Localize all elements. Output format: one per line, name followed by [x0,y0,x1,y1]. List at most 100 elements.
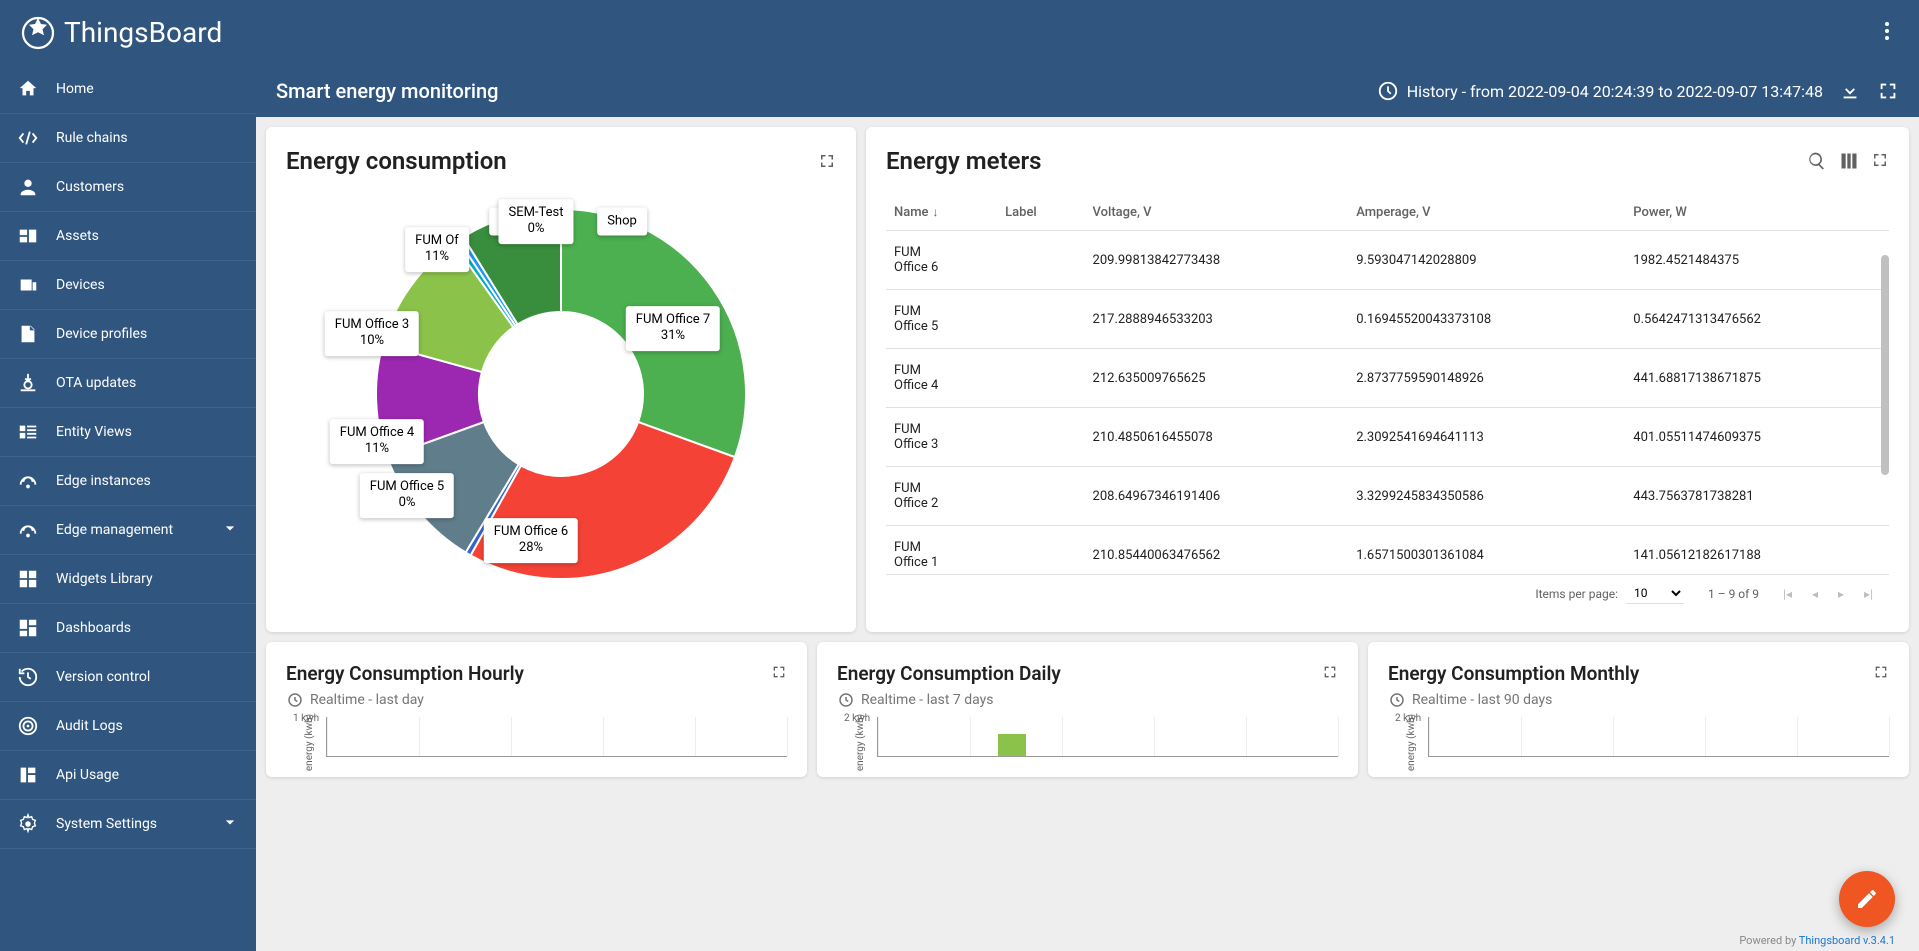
edge-mgmt-icon [16,518,40,542]
sidebar-item-label: Edge management [56,522,173,538]
sidebar-item-assets[interactable]: Assets [0,212,256,261]
edge-icon [16,469,40,493]
time-range-selector[interactable]: History - from 2022-09-04 20:24:39 to 20… [1377,80,1823,102]
sidebar-item-label: Widgets Library [56,571,153,587]
scrollbar-thumb[interactable] [1881,255,1889,475]
column-header[interactable]: Name↓ [886,195,997,231]
sidebar-item-devices[interactable]: Devices [0,261,256,310]
devices-icon [16,273,40,297]
y-axis-label: energy (kwh) [1406,713,1417,770]
page-size-select[interactable]: 10 [1626,583,1684,604]
sidebar-item-ota-updates[interactable]: OTA updates [0,359,256,408]
column-header[interactable]: Label [997,195,1084,231]
cell-power: 1982.4521484375 [1625,231,1889,290]
cell-name: FUMOffice 4 [886,349,997,408]
sidebar-item-edge-management[interactable]: Edge management [0,506,256,555]
fullscreen-icon[interactable] [818,152,836,170]
more-menu-icon[interactable] [1875,19,1899,47]
api-icon [16,763,40,787]
edit-fab[interactable] [1839,871,1895,927]
y-axis-label: energy (kwh) [304,713,315,770]
bar-chart: 1 kwhenergy (kwh) [326,717,787,757]
fullscreen-icon[interactable] [1322,664,1338,680]
sidebar-item-label: Customers [56,179,124,195]
widget-title: Energy Consumption Hourly [286,662,524,685]
customers-icon [16,175,40,199]
fullscreen-icon[interactable] [771,664,787,680]
sidebar-item-api-usage[interactable]: Api Usage [0,751,256,800]
bar-chart: 2 kwhenergy (kwh) [1428,717,1889,757]
chevron-down-icon [220,812,240,836]
sidebar-item-rule-chains[interactable]: Rule chains [0,114,256,163]
fullscreen-icon[interactable] [1871,151,1889,169]
sidebar-item-entity-views[interactable]: Entity Views [0,408,256,457]
column-header[interactable]: Voltage, V [1085,195,1349,231]
gridline [419,717,420,756]
sidebar-item-label: Audit Logs [56,718,123,734]
cell-amperage: 2.3092541694641113 [1348,408,1625,467]
gridline [1705,717,1706,756]
main: Smart energy monitoring History - from 2… [256,65,1919,951]
last-page-icon[interactable]: ▸| [1864,587,1873,601]
gridline [1797,717,1798,756]
download-icon[interactable] [1839,80,1861,102]
energy-consumption-widget: Energy consumption FUM Office 731%FUM Of… [266,127,856,632]
prev-page-icon[interactable]: ◂ [1812,587,1818,601]
sidebar-item-system-settings[interactable]: System Settings [0,800,256,849]
fullscreen-icon[interactable] [1877,80,1899,102]
cell-label [997,349,1084,408]
sidebar-item-label: Rule chains [56,130,128,146]
table-row[interactable]: FUMOffice 6209.998138427734389.593047142… [886,231,1889,290]
sidebar-item-dashboards[interactable]: Dashboards [0,604,256,653]
table-row[interactable]: FUMOffice 5217.28889465332030.1694552004… [886,290,1889,349]
column-header[interactable]: Amperage, V [1348,195,1625,231]
column-header[interactable]: Power, W [1625,195,1889,231]
gridline [970,717,971,756]
cell-amperage: 9.593047142028809 [1348,231,1625,290]
fullscreen-icon[interactable] [1873,664,1889,680]
first-page-icon[interactable]: |◂ [1783,587,1792,601]
sidebar-item-customers[interactable]: Customers [0,163,256,212]
table-row[interactable]: FUMOffice 3210.48506164550782.3092541694… [886,408,1889,467]
version-link[interactable]: Thingsboard v.3.4.1 [1799,934,1895,947]
sidebar-item-edge-instances[interactable]: Edge instances [0,457,256,506]
cell-label [997,408,1084,467]
sidebar-item-widgets-library[interactable]: Widgets Library [0,555,256,604]
cell-label [997,467,1084,526]
dashboards-icon [16,616,40,640]
table-row[interactable]: FUMOffice 4212.6350097656252.87377595901… [886,349,1889,408]
settings-icon [16,812,40,836]
time-range[interactable]: Realtime - last day [286,691,787,709]
app-logo[interactable]: ThingsBoard [20,15,222,51]
cell-amperage: 2.8737759590148926 [1348,349,1625,408]
cell-voltage: 210.85440063476562 [1085,526,1349,575]
widget-title: Energy meters [886,147,1042,175]
table-row[interactable]: FUMOffice 2208.649673461914063.329924583… [886,467,1889,526]
search-icon[interactable] [1807,151,1827,171]
gridline [603,717,604,756]
audit-icon [16,714,40,738]
sidebar-item-device-profiles[interactable]: Device profiles [0,310,256,359]
y-axis-label: energy (kwh) [855,713,866,770]
columns-icon[interactable] [1839,151,1859,171]
sidebar-item-label: Assets [56,228,99,244]
ota-icon [16,371,40,395]
pagination-range: 1 – 9 of 9 [1708,587,1759,601]
time-range-text: Realtime - last 7 days [861,692,993,708]
donut-slice[interactable] [561,209,746,457]
table-row[interactable]: FUMOffice 1210.854400634765621.657150030… [886,526,1889,575]
cell-name: FUMOffice 6 [886,231,997,290]
sidebar-item-audit-logs[interactable]: Audit Logs [0,702,256,751]
time-range[interactable]: Realtime - last 7 days [837,691,1338,709]
bar-chart: 2 kwhenergy (kwh) [877,717,1338,757]
clock-icon [286,691,304,709]
cell-amperage: 1.6571500301361084 [1348,526,1625,575]
cell-name: FUMOffice 5 [886,290,997,349]
next-page-icon[interactable]: ▸ [1838,587,1844,601]
sidebar-item-label: Edge instances [56,473,151,489]
time-range[interactable]: Realtime - last 90 days [1388,691,1889,709]
donut-slice[interactable] [471,421,735,578]
sidebar-item-version-control[interactable]: Version control [0,653,256,702]
cell-name: FUMOffice 3 [886,408,997,467]
sidebar-item-home[interactable]: Home [0,65,256,114]
